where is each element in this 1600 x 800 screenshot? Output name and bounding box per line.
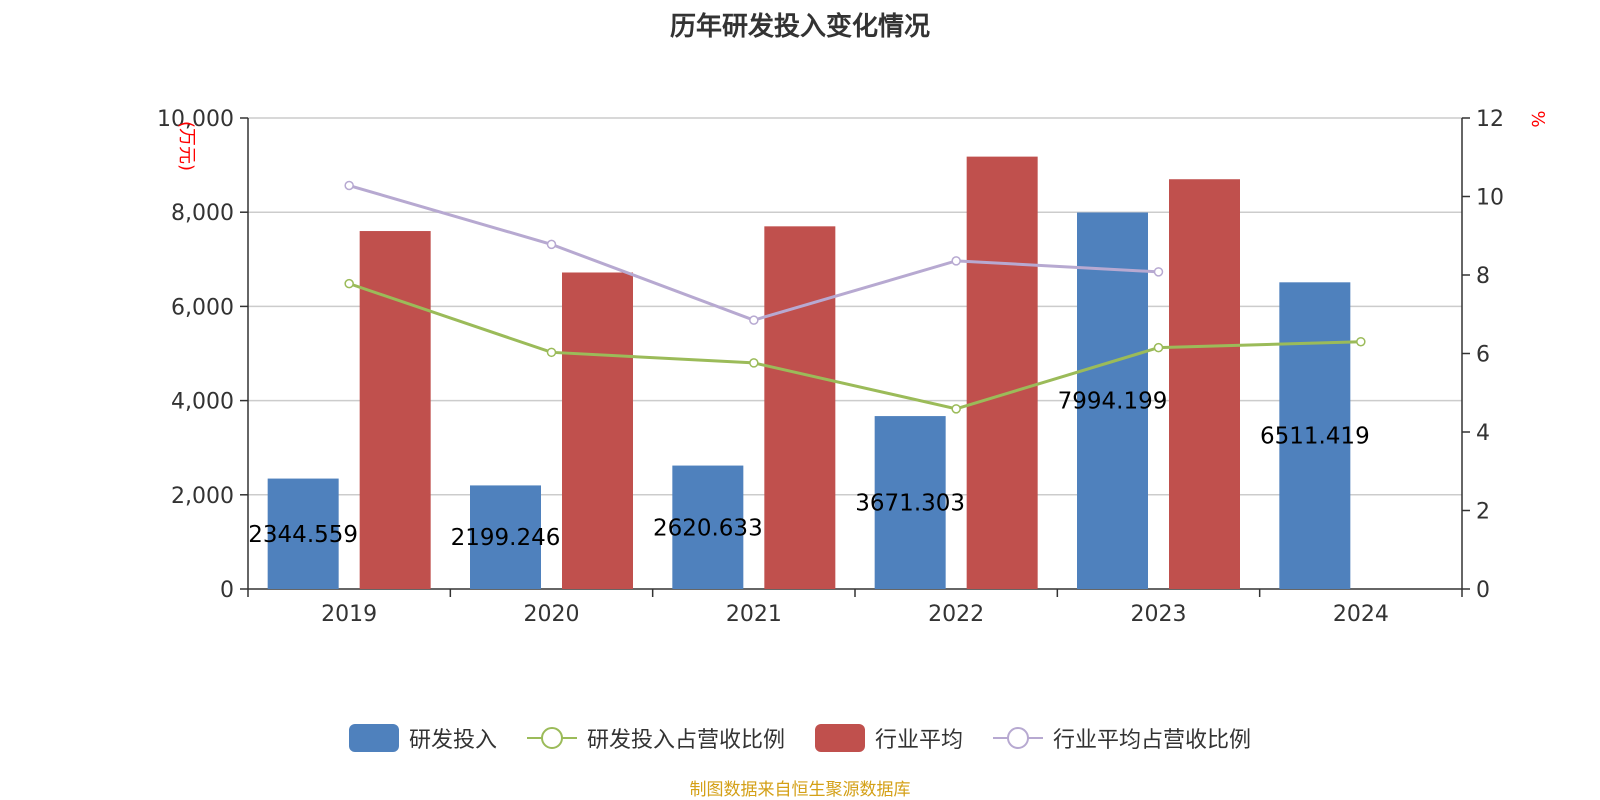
x-tick-label: 2023: [1131, 602, 1187, 627]
grid-layer: [248, 117, 1462, 496]
left-tick-label: 8,000: [171, 201, 234, 226]
bar-industry-2023: [1169, 179, 1240, 590]
point-rd-ratio-2019: [344, 278, 354, 289]
x-tick-label: 2021: [726, 602, 782, 627]
point-rd-ratio-2023: [1153, 342, 1164, 353]
legend-label-rd-ratio: 研发投入占营收比例: [586, 728, 785, 753]
left-tick-label: 10,000: [157, 107, 234, 132]
right-tick-label: 6: [1476, 343, 1490, 368]
right-tick-label: 0: [1476, 578, 1490, 603]
data-label-rd-2022: 3671.303: [855, 491, 965, 517]
legend-label-industry: 行业平均: [875, 728, 964, 753]
label-layer: 2344.559 2199.246 2620.633 3671.303 7994.199…: [248, 389, 1369, 551]
bar-industry-2019: [359, 231, 431, 590]
point-rd-ratio-2024: [1356, 336, 1366, 347]
bar-rd-2022: [874, 416, 946, 589]
line-layer: [344, 180, 1366, 414]
data-label-rd-2020: 2199.246: [451, 525, 561, 551]
legend-item-industry-ratio[interactable]: 行业平均占营收比例: [993, 722, 1251, 754]
bar-rd-2024: [1279, 282, 1351, 589]
legend-swatch-industry-bar: [815, 724, 865, 752]
bar-industry-2021: [764, 226, 836, 589]
data-label-rd-2019: 2344.559: [248, 522, 358, 548]
point-industry-ratio-2021: [749, 315, 759, 325]
bar-layer: [267, 156, 1351, 590]
left-axis-unit: (万元): [176, 121, 197, 171]
legend-swatch-rd-bar: [348, 724, 399, 752]
point-rd-ratio-2022: [951, 404, 961, 414]
left-tick-label: 2,000: [171, 484, 234, 509]
data-label-rd-2024: 6511.419: [1260, 424, 1370, 450]
right-tick-label: 12: [1476, 107, 1504, 132]
point-industry-ratio-2019: [344, 180, 354, 191]
point-rd-ratio-2020: [546, 347, 557, 358]
legend-swatch-rd-ratio-line: [526, 727, 577, 749]
data-label-rd-2021: 2620.633: [653, 515, 763, 541]
bar-rd-2019: [267, 478, 339, 589]
legend-item-rd-ratio[interactable]: 研发投入占营收比例: [526, 722, 785, 754]
data-label-rd-2023: 7994.199: [1058, 389, 1168, 415]
point-rd-ratio-2021: [749, 358, 759, 368]
right-tick-label: 8: [1476, 264, 1490, 289]
x-tick-label: 2019: [321, 602, 377, 627]
right-axis-unit: %: [1527, 110, 1548, 127]
right-tick-label: 2: [1476, 500, 1490, 525]
legend-item-industry[interactable]: 行业平均: [815, 722, 963, 754]
left-tick-label: 4,000: [171, 390, 234, 415]
chart-title: 历年研发投入变化情况: [669, 12, 930, 42]
source-note: 制图数据来自恒生聚源数据库: [689, 780, 911, 800]
line-rd-ratio: [348, 282, 1361, 411]
legend-item-rd[interactable]: 研发投入: [348, 722, 497, 754]
x-tick-label: 2024: [1333, 602, 1389, 627]
legend-swatch-industry-ratio-line: [993, 727, 1044, 749]
left-tick-label: 6,000: [171, 295, 234, 320]
axis-layer: 0 2,000 4,000 6,000 8,000 10,000 0 2 4 6 8 10 12 (万元)…: [157, 107, 1548, 627]
point-industry-ratio-2020: [546, 239, 557, 250]
legend-label-industry-ratio: 行业平均占营收比例: [1053, 728, 1252, 753]
left-tick-label: 0: [220, 578, 234, 603]
point-industry-ratio-2022: [951, 256, 961, 266]
legend: 研发投入 研发投入占营收比例 行业平均 行业平均占营收比例: [0, 722, 1600, 754]
bar-rd-2020: [470, 485, 541, 589]
bar-rd-2023: [1077, 212, 1148, 590]
bar-industry-2022: [966, 156, 1038, 589]
right-tick-label: 4: [1476, 421, 1490, 446]
x-tick-label: 2022: [928, 602, 984, 627]
bar-industry-2020: [562, 272, 633, 589]
right-tick-label: 10: [1476, 186, 1504, 211]
legend-label-rd: 研发投入: [408, 728, 497, 753]
point-industry-ratio-2023: [1153, 267, 1164, 277]
x-tick-label: 2020: [524, 602, 580, 627]
bar-rd-2021: [672, 465, 744, 589]
